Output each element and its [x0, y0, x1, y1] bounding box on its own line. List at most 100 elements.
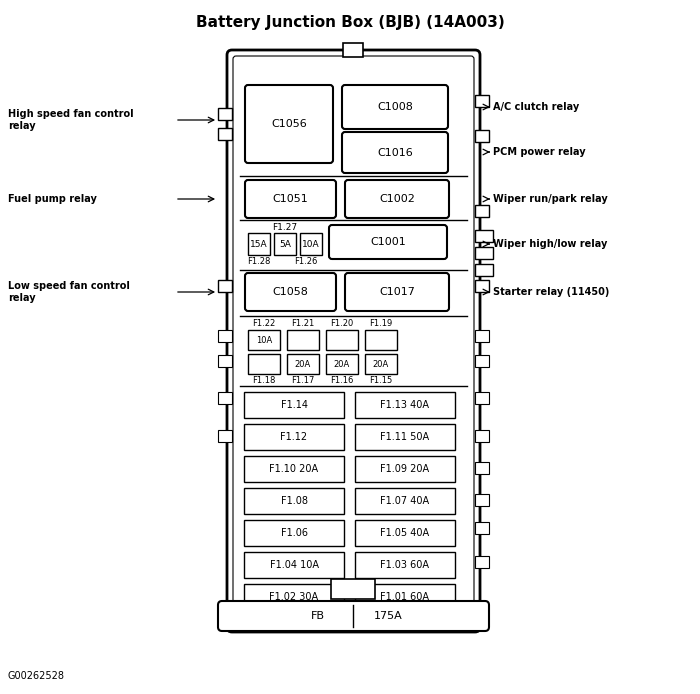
Text: F1.22: F1.22 — [253, 319, 276, 328]
Text: F1.01 60A: F1.01 60A — [381, 592, 430, 602]
Text: Fuel pump relay: Fuel pump relay — [8, 194, 97, 204]
Text: PCM power relay: PCM power relay — [493, 147, 586, 157]
Text: 20A: 20A — [295, 359, 311, 369]
Bar — [343, 43, 363, 57]
Text: F1.20: F1.20 — [330, 319, 354, 328]
Text: F1.26: F1.26 — [294, 257, 318, 266]
Bar — [287, 354, 319, 374]
Text: 10A: 10A — [302, 239, 320, 248]
FancyBboxPatch shape — [245, 273, 336, 311]
Text: F1.10 20A: F1.10 20A — [270, 464, 318, 474]
Text: F1.18: F1.18 — [252, 375, 276, 384]
Text: A/C clutch relay: A/C clutch relay — [493, 102, 580, 112]
Bar — [475, 95, 489, 107]
Text: 5A: 5A — [279, 239, 291, 248]
Text: 20A: 20A — [373, 359, 389, 369]
Bar — [475, 130, 489, 142]
Text: FB: FB — [311, 611, 325, 621]
Bar — [248, 330, 280, 350]
Text: F1.05 40A: F1.05 40A — [380, 528, 430, 538]
FancyBboxPatch shape — [218, 601, 489, 631]
Text: F1.21: F1.21 — [291, 319, 314, 328]
Bar — [355, 456, 455, 482]
Text: F1.04 10A: F1.04 10A — [270, 560, 318, 570]
Bar — [218, 330, 232, 342]
Bar — [475, 556, 489, 568]
FancyBboxPatch shape — [345, 180, 449, 218]
Bar — [218, 355, 232, 367]
Bar — [218, 392, 232, 404]
Bar — [244, 392, 344, 418]
Bar — [475, 330, 489, 342]
Bar — [355, 552, 455, 578]
Text: C1058: C1058 — [272, 287, 309, 297]
Text: C1016: C1016 — [377, 148, 413, 158]
Bar — [244, 488, 344, 514]
Text: C1008: C1008 — [377, 102, 413, 112]
Text: G00262528: G00262528 — [8, 671, 65, 681]
Text: C1051: C1051 — [272, 194, 309, 204]
Bar — [331, 579, 375, 599]
Bar — [244, 552, 344, 578]
Bar — [355, 520, 455, 546]
Bar — [326, 354, 358, 374]
Bar — [475, 205, 489, 217]
Bar — [248, 354, 280, 374]
Bar — [300, 233, 322, 255]
Bar — [355, 392, 455, 418]
Text: 20A: 20A — [334, 359, 350, 369]
Text: F1.08: F1.08 — [281, 496, 307, 506]
Text: F1.11 50A: F1.11 50A — [380, 432, 430, 442]
Bar — [218, 430, 232, 442]
Text: F1.07 40A: F1.07 40A — [380, 496, 430, 506]
Text: F1.28: F1.28 — [247, 257, 271, 266]
FancyBboxPatch shape — [227, 50, 480, 632]
Text: Starter relay (11450): Starter relay (11450) — [493, 287, 610, 297]
Bar — [244, 424, 344, 450]
Bar — [475, 280, 489, 292]
Text: F1.19: F1.19 — [370, 319, 393, 328]
Text: 15A: 15A — [250, 239, 268, 248]
Bar — [218, 128, 232, 140]
Bar — [218, 108, 232, 120]
Text: 175A: 175A — [374, 611, 402, 621]
Bar — [287, 330, 319, 350]
Text: Battery Junction Box (BJB) (14A003): Battery Junction Box (BJB) (14A003) — [195, 15, 505, 30]
Text: F1.09 20A: F1.09 20A — [380, 464, 430, 474]
Bar — [365, 330, 397, 350]
FancyBboxPatch shape — [345, 273, 449, 311]
Bar — [365, 354, 397, 374]
Text: Wiper high/low relay: Wiper high/low relay — [493, 239, 608, 249]
Bar — [244, 456, 344, 482]
Bar — [475, 264, 493, 276]
Text: F1.15: F1.15 — [370, 375, 393, 384]
Text: C1002: C1002 — [379, 194, 415, 204]
Bar — [475, 247, 493, 259]
Bar — [244, 584, 344, 610]
FancyBboxPatch shape — [342, 132, 448, 173]
Bar — [475, 392, 489, 404]
Text: F1.02 30A: F1.02 30A — [270, 592, 318, 602]
Bar — [475, 494, 489, 506]
FancyBboxPatch shape — [329, 225, 447, 259]
Bar — [355, 488, 455, 514]
Text: F1.13 40A: F1.13 40A — [381, 400, 430, 410]
Text: F1.14: F1.14 — [281, 400, 307, 410]
Bar — [355, 584, 455, 610]
Text: C1056: C1056 — [271, 119, 307, 129]
FancyBboxPatch shape — [245, 180, 336, 218]
Bar — [248, 233, 270, 255]
Bar — [218, 280, 232, 292]
Bar — [475, 430, 489, 442]
Text: F1.27: F1.27 — [272, 223, 298, 232]
Text: Wiper run/park relay: Wiper run/park relay — [493, 194, 608, 204]
Bar — [355, 424, 455, 450]
Text: F1.12: F1.12 — [281, 432, 307, 442]
Bar — [475, 230, 493, 242]
FancyBboxPatch shape — [245, 85, 333, 163]
Text: F1.17: F1.17 — [291, 375, 315, 384]
Bar — [475, 462, 489, 474]
Text: Low speed fan control
relay: Low speed fan control relay — [8, 281, 130, 303]
Bar — [244, 520, 344, 546]
Text: C1001: C1001 — [370, 237, 406, 247]
